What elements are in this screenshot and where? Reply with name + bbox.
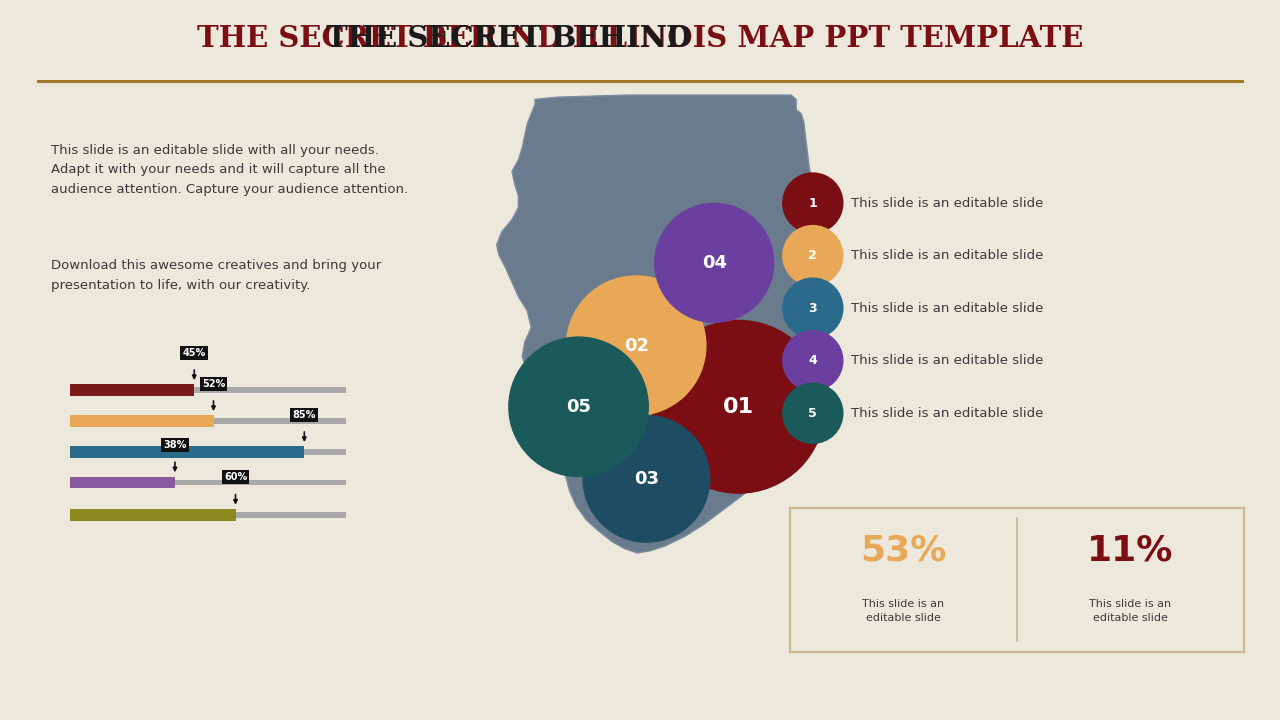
Text: 4: 4	[809, 354, 817, 367]
Text: THE SECRET BEHIND: THE SECRET BEHIND	[326, 24, 701, 53]
Bar	[70, 512, 346, 518]
Polygon shape	[497, 95, 822, 553]
Text: This slide is an editable slide: This slide is an editable slide	[851, 302, 1043, 315]
Bar	[70, 387, 346, 393]
Text: 5: 5	[809, 407, 817, 420]
Text: This slide is an editable slide: This slide is an editable slide	[851, 407, 1043, 420]
Text: 45%: 45%	[183, 348, 206, 358]
Text: 11%: 11%	[1088, 534, 1174, 568]
Bar	[70, 449, 346, 455]
Text: 60%: 60%	[224, 472, 247, 482]
Ellipse shape	[652, 320, 826, 494]
Text: 04: 04	[701, 254, 727, 271]
Bar	[70, 384, 195, 396]
Text: 85%: 85%	[293, 410, 316, 420]
Bar	[70, 418, 346, 424]
Ellipse shape	[566, 275, 707, 416]
Text: 01: 01	[723, 397, 754, 417]
Text: 05: 05	[566, 397, 591, 416]
Ellipse shape	[654, 202, 774, 323]
Ellipse shape	[782, 382, 844, 444]
Ellipse shape	[782, 172, 844, 234]
Text: This slide is an editable slide: This slide is an editable slide	[851, 197, 1043, 210]
FancyBboxPatch shape	[790, 508, 1244, 652]
Text: This slide is an
editable slide: This slide is an editable slide	[1089, 599, 1171, 624]
Text: This slide is an editable slide: This slide is an editable slide	[851, 249, 1043, 262]
Text: This slide is an editable slide with all your needs.
Adapt it with your needs an: This slide is an editable slide with all…	[51, 144, 408, 196]
Text: 03: 03	[634, 469, 659, 488]
Text: Download this awesome creatives and bring your
presentation to life, with our cr: Download this awesome creatives and brin…	[51, 259, 381, 292]
Ellipse shape	[582, 415, 710, 543]
Ellipse shape	[782, 225, 844, 287]
Ellipse shape	[782, 277, 844, 339]
Bar	[70, 509, 236, 521]
Text: This slide is an
editable slide: This slide is an editable slide	[863, 599, 945, 624]
Text: 52%: 52%	[202, 379, 225, 389]
Bar	[70, 480, 346, 485]
Bar	[70, 446, 305, 458]
Ellipse shape	[508, 336, 649, 477]
Ellipse shape	[782, 330, 844, 392]
Bar	[70, 415, 214, 427]
Text: 3: 3	[809, 302, 817, 315]
Text: 1: 1	[809, 197, 817, 210]
Text: 38%: 38%	[164, 440, 187, 450]
Text: This slide is an editable slide: This slide is an editable slide	[851, 354, 1043, 367]
Text: 53%: 53%	[860, 534, 946, 568]
Text: 02: 02	[623, 336, 649, 354]
Text: 2: 2	[809, 249, 817, 262]
Bar	[70, 477, 175, 488]
Text: THE SECRET BEHIND ILLINOIS MAP PPT TEMPLATE: THE SECRET BEHIND ILLINOIS MAP PPT TEMPL…	[197, 24, 1083, 53]
